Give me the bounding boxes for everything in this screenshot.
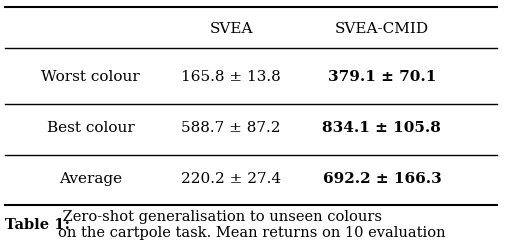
Text: SVEA: SVEA [210, 22, 253, 36]
Text: 834.1 ± 105.8: 834.1 ± 105.8 [323, 121, 441, 135]
Text: Worst colour: Worst colour [41, 71, 140, 84]
Text: Zero-shot generalisation to unseen colours
on the cartpole task. Mean returns on: Zero-shot generalisation to unseen colou… [58, 210, 446, 240]
Text: SVEA-CMID: SVEA-CMID [335, 22, 429, 36]
Text: 220.2 ± 27.4: 220.2 ± 27.4 [181, 172, 281, 186]
Text: Table 1:: Table 1: [5, 218, 70, 232]
Text: Best colour: Best colour [46, 121, 134, 135]
Text: 379.1 ± 70.1: 379.1 ± 70.1 [328, 71, 436, 84]
Text: 692.2 ± 166.3: 692.2 ± 166.3 [323, 172, 441, 186]
Text: 165.8 ± 13.8: 165.8 ± 13.8 [181, 71, 281, 84]
Text: Average: Average [59, 172, 122, 186]
Text: 588.7 ± 87.2: 588.7 ± 87.2 [182, 121, 281, 135]
